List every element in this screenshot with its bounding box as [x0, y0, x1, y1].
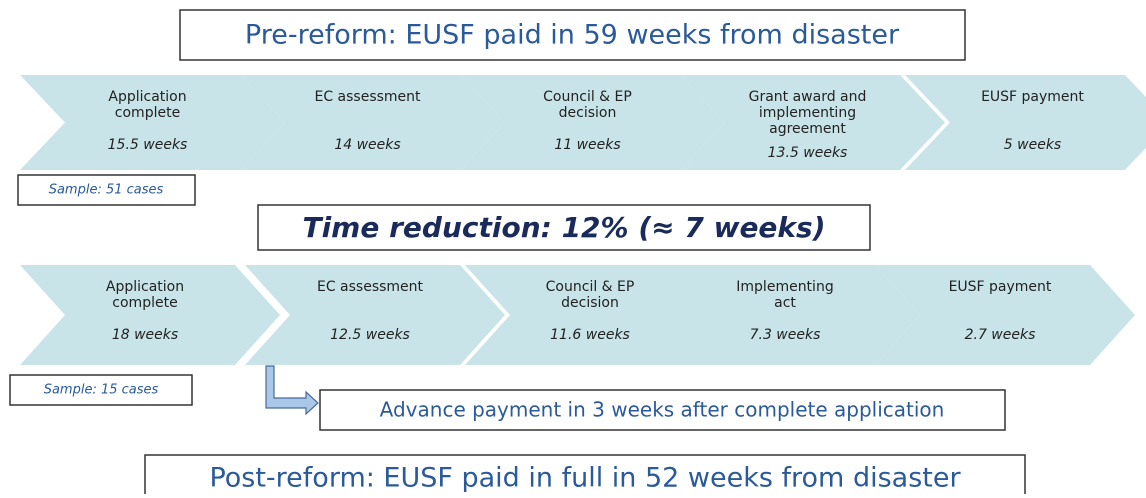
- reduction: Time reduction: 12% (≈ 7 weeks): [302, 211, 825, 244]
- title: Pre-reform: EUSF paid in 59 weeks from d…: [245, 20, 900, 51]
- step-label: decision: [559, 105, 617, 121]
- step-label: EUSF payment: [981, 89, 1084, 105]
- step-label: act: [774, 295, 796, 311]
- step-weeks: 13.5 weeks: [768, 145, 848, 161]
- step-weeks: 11 weeks: [554, 137, 620, 153]
- step-label: EC assessment: [317, 279, 424, 295]
- sample-box: [17, 174, 196, 206]
- sample: Sample: 15 cases: [44, 383, 159, 398]
- title-box: [179, 9, 966, 61]
- advance: Advance payment in 3 weeks after complet…: [380, 398, 945, 422]
- step-weeks: 5 weeks: [1004, 137, 1061, 153]
- step-label: Implementing: [736, 279, 833, 295]
- step-label: complete: [112, 295, 177, 311]
- chevron: [20, 265, 280, 365]
- step-label: Grant award and: [749, 89, 867, 105]
- chevron: [240, 75, 505, 170]
- step-label: agreement: [769, 121, 846, 137]
- step-label: implementing: [759, 105, 856, 121]
- step-weeks: 12.5 weeks: [330, 327, 410, 343]
- step-label: Application: [108, 89, 186, 105]
- chevron: [875, 265, 1135, 365]
- step-label: Application: [106, 279, 184, 295]
- step-label: Council & EP: [546, 279, 635, 295]
- chevron: [905, 75, 1146, 170]
- step-weeks: 15.5 weeks: [108, 137, 188, 153]
- step-label: complete: [115, 105, 180, 121]
- step-weeks: 2.7 weeks: [965, 327, 1036, 343]
- step-label: EUSF payment: [949, 279, 1052, 295]
- chevron: [20, 75, 285, 170]
- step-label: decision: [561, 295, 619, 311]
- sample: Sample: 51 cases: [49, 183, 164, 198]
- step-weeks: 14 weeks: [334, 137, 400, 153]
- footer-title: Post-reform: EUSF paid in full in 52 wee…: [209, 463, 961, 494]
- chevron: [680, 75, 945, 170]
- step-label: Council & EP: [543, 89, 632, 105]
- sample-box: [9, 374, 193, 406]
- chevron: [660, 265, 920, 365]
- step-weeks: 11.6 weeks: [550, 327, 630, 343]
- step-weeks: 7.3 weeks: [750, 327, 821, 343]
- chevron: [460, 75, 725, 170]
- chevron: [465, 265, 725, 365]
- advance-box: [319, 389, 1006, 431]
- step-weeks: 18 weeks: [112, 327, 178, 343]
- reduction-box: [257, 204, 871, 251]
- footer-box: [144, 454, 1026, 498]
- arrow: [265, 365, 319, 416]
- step-label: EC assessment: [314, 89, 421, 105]
- chevron: [245, 265, 505, 365]
